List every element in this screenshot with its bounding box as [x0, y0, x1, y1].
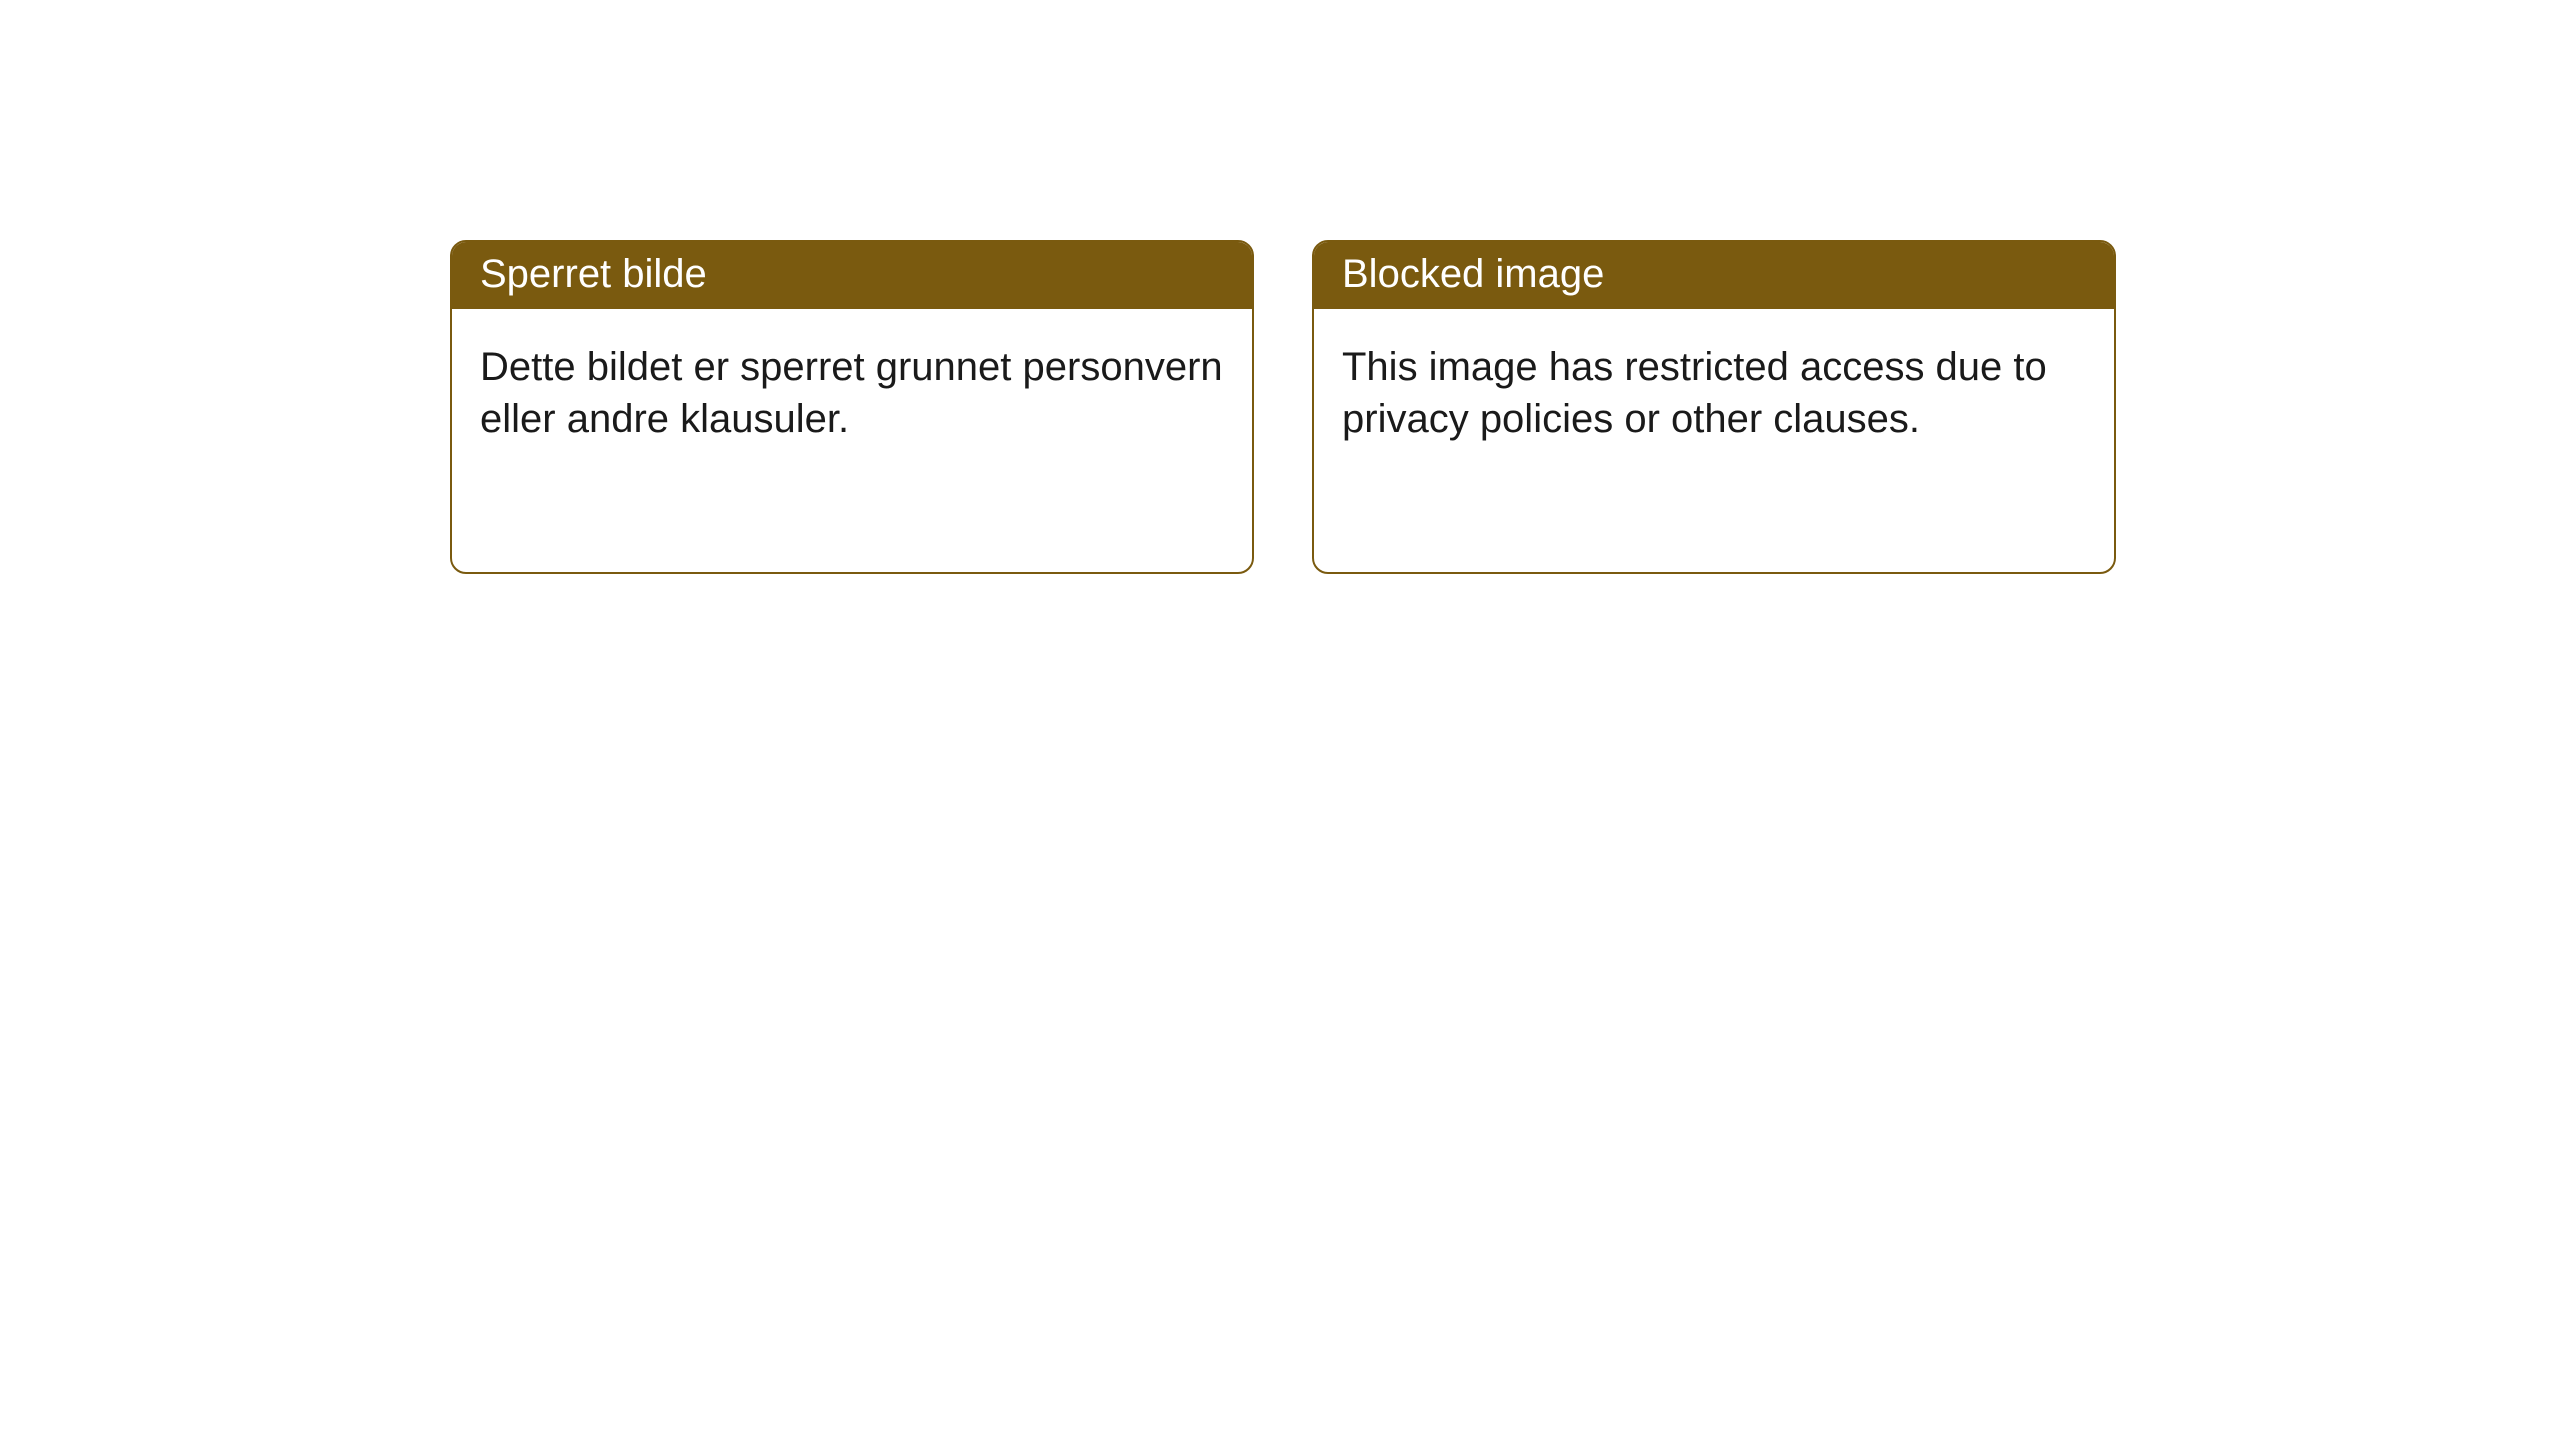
- card-title: Blocked image: [1342, 252, 1604, 296]
- card-message: This image has restricted access due to …: [1342, 345, 2047, 441]
- card-title: Sperret bilde: [480, 252, 707, 296]
- card-body: This image has restricted access due to …: [1314, 309, 2114, 477]
- card-header: Blocked image: [1314, 242, 2114, 309]
- card-message: Dette bildet er sperret grunnet personve…: [480, 345, 1223, 441]
- card-container: Sperret bilde Dette bildet er sperret gr…: [0, 0, 2560, 574]
- blocked-image-card-no: Sperret bilde Dette bildet er sperret gr…: [450, 240, 1254, 574]
- card-header: Sperret bilde: [452, 242, 1252, 309]
- card-body: Dette bildet er sperret grunnet personve…: [452, 309, 1252, 477]
- blocked-image-card-en: Blocked image This image has restricted …: [1312, 240, 2116, 574]
